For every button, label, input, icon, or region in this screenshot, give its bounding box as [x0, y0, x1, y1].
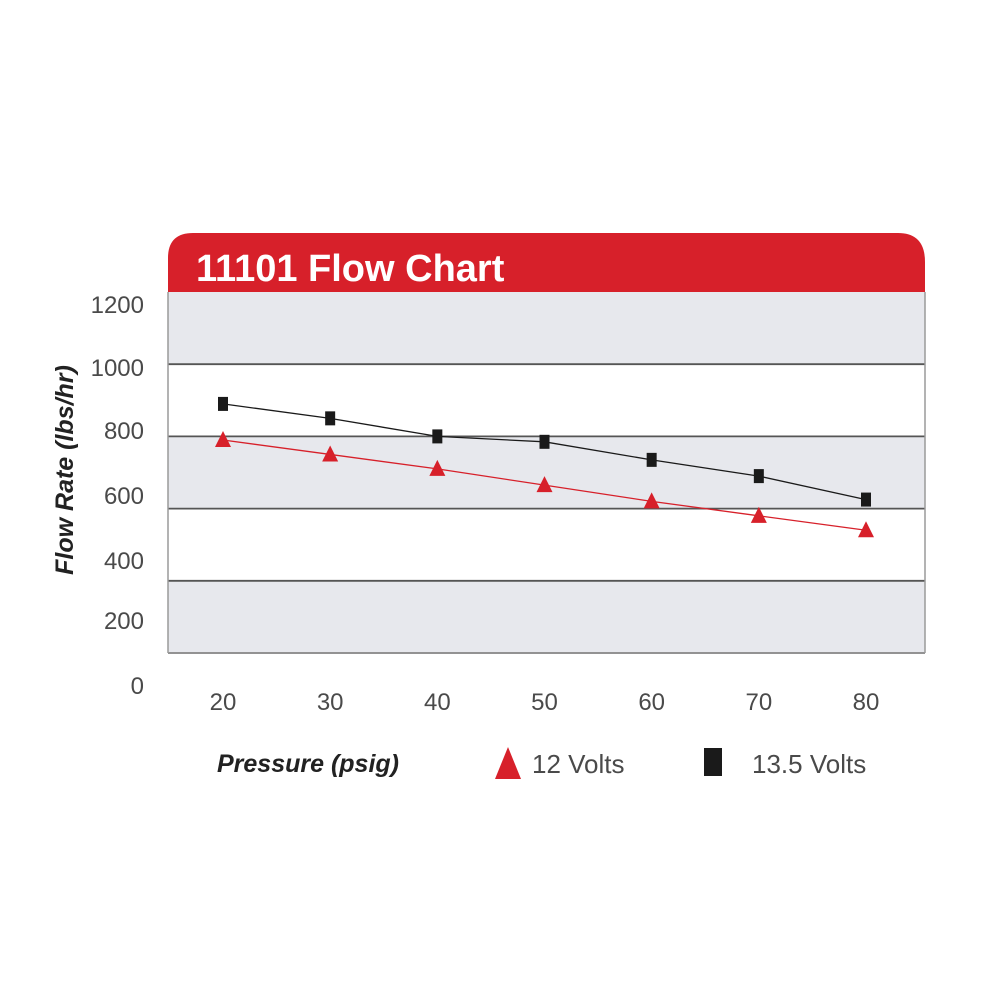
data-point	[325, 411, 336, 426]
data-markers	[215, 396, 874, 538]
legend-square-icon	[704, 748, 722, 776]
data-point	[536, 476, 553, 493]
chart-title: 11101 Flow Chart	[196, 248, 505, 290]
y-tick-label: 400	[104, 548, 144, 575]
data-point	[429, 459, 446, 476]
y-axis-label: Flow Rate (lbs/hr)	[51, 365, 79, 575]
plot-band	[168, 580, 925, 653]
x-tick-label: 40	[424, 689, 451, 716]
data-point	[646, 452, 657, 467]
data-point	[858, 521, 874, 538]
x-tick-label: 70	[745, 689, 772, 716]
data-point	[432, 429, 443, 444]
plot-band	[168, 364, 925, 437]
x-tick-label: 80	[853, 689, 880, 716]
x-axis-ticks: 20 30 40 50 60 70 80	[210, 689, 880, 716]
y-tick-label: 200	[104, 608, 144, 635]
y-axis-ticks: 0 200 400 600 800 1000 1200	[91, 292, 144, 700]
legend: 12 Volts 13.5 Volts	[495, 747, 866, 779]
y-tick-label: 1000	[91, 355, 144, 382]
x-tick-label: 20	[210, 689, 237, 716]
x-axis-label: Pressure (psig)	[217, 750, 399, 778]
x-tick-label: 60	[638, 689, 665, 716]
chart-title-bar	[168, 233, 925, 292]
data-point	[753, 469, 764, 484]
data-point	[750, 506, 767, 523]
plot-band	[168, 508, 925, 581]
y-tick-label: 0	[131, 673, 144, 700]
data-point	[861, 492, 871, 507]
data-point	[218, 396, 228, 411]
y-tick-label: 600	[104, 483, 144, 510]
y-tick-label: 1200	[91, 292, 144, 319]
y-tick-label: 800	[104, 418, 144, 445]
data-point	[215, 431, 231, 448]
plot-band	[168, 292, 925, 365]
data-point	[539, 434, 550, 449]
x-tick-label: 30	[317, 689, 344, 716]
x-tick-label: 50	[531, 689, 558, 716]
data-point	[643, 492, 660, 509]
legend-label: 12 Volts	[532, 749, 625, 779]
plot-bands	[168, 292, 925, 653]
data-point	[322, 445, 339, 462]
legend-triangle-icon	[495, 747, 521, 779]
legend-label: 13.5 Volts	[752, 749, 866, 779]
